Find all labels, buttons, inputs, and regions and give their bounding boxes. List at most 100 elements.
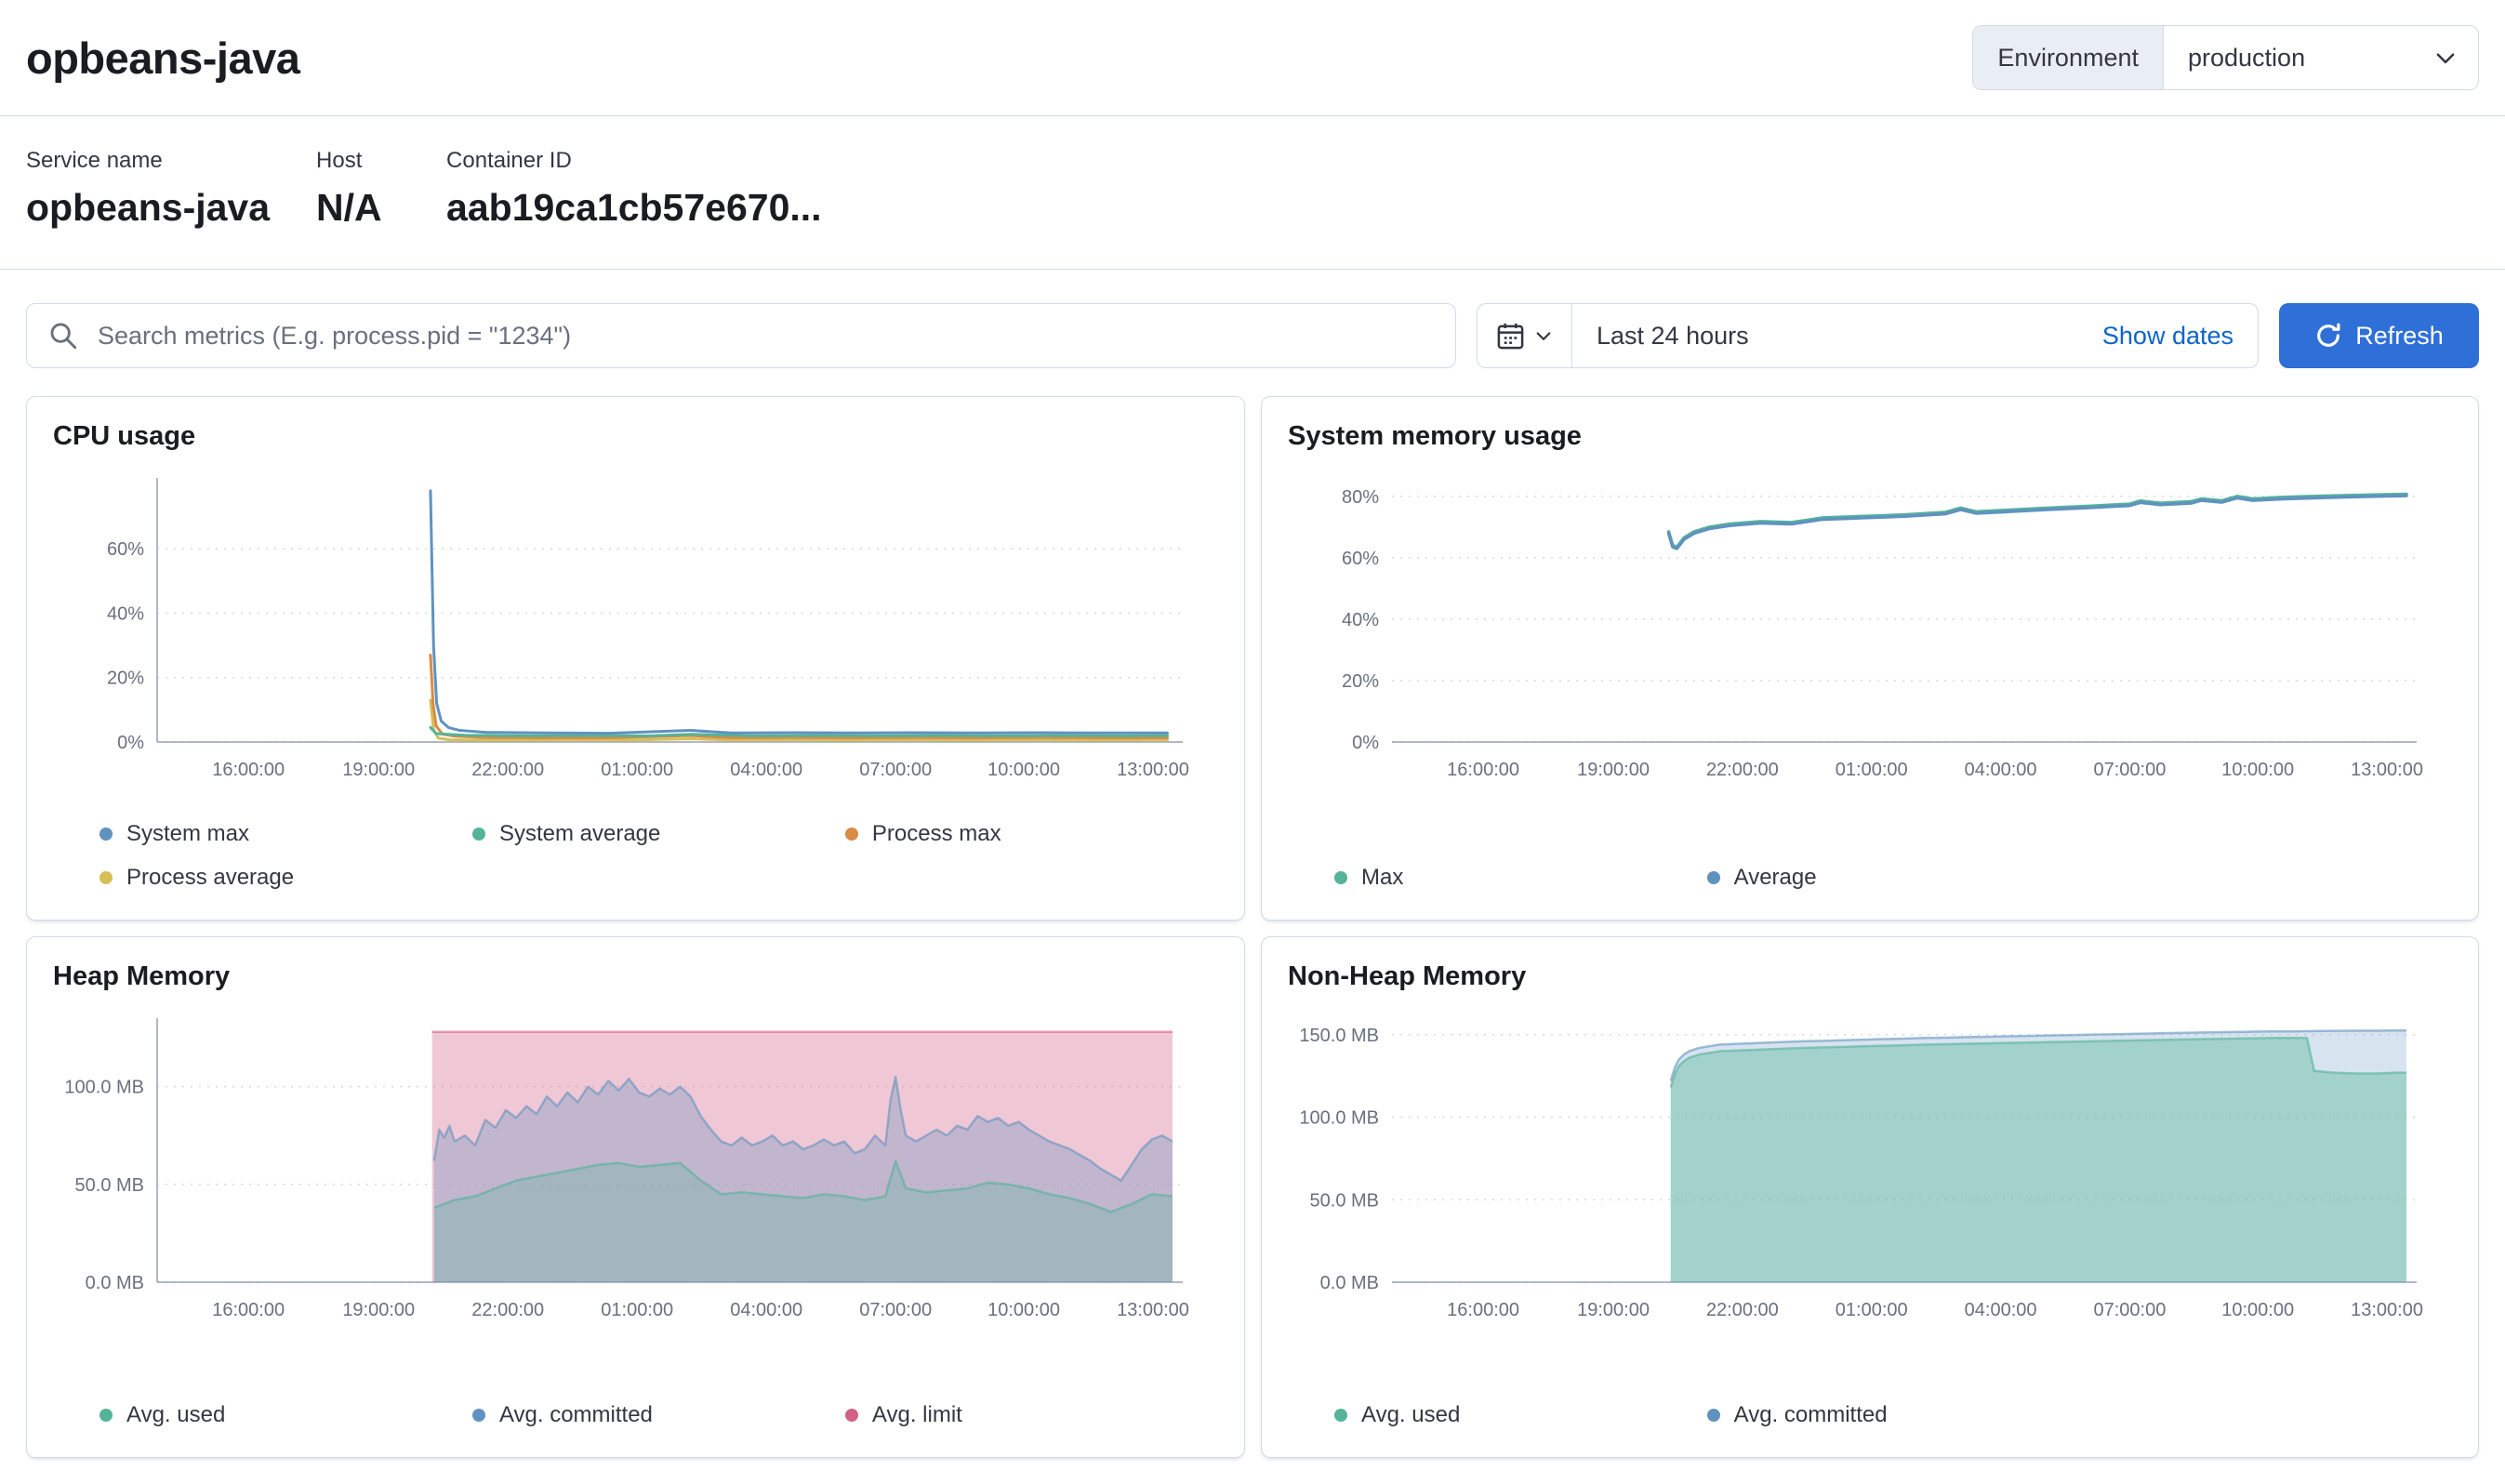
service-info-bar: Service name opbeans-java Host N/A Conta… [0,116,2505,270]
system-memory-usage-chart[interactable]: 0% 20% 40% 60% 80% 16:00:00 19:00:00 22:00:00 01… [1288,459,2452,796]
legend-item[interactable]: Avg. used [99,1393,472,1437]
svg-text:100.0 MB: 100.0 MB [64,1078,144,1098]
svg-text:60%: 60% [107,539,144,560]
date-picker: Last 24 hours Show dates [1477,303,2259,368]
svg-text:01:00:00: 01:00:00 [601,760,673,780]
chart-legend: System max System average Process max Proce… [53,812,1218,903]
svg-text:20%: 20% [1342,671,1379,692]
legend-dot-icon [1334,870,1347,884]
chart-title: Non-Heap Memory [1288,961,1527,991]
legend-item[interactable]: System max [99,812,472,855]
legend-dot-icon [99,827,113,841]
svg-text:19:00:00: 19:00:00 [342,760,415,780]
legend-label: Avg. committed [498,1401,653,1427]
svg-text:19:00:00: 19:00:00 [342,1300,415,1320]
time-range-value[interactable]: Last 24 hours [1597,321,1749,350]
svg-text:80%: 80% [1342,487,1379,508]
legend-dot-icon [844,1408,858,1422]
heap-memory-panel: Heap Memory 0.0 MB 50.0 MB 100.0 MB 16:00:0… [26,936,1245,1458]
search-box [26,303,1456,368]
cpu-usage-chart[interactable]: 0% 20% 40% 60% 16:00:00 19:00:00 22:00:00 01:00… [53,459,1218,796]
container-id-stat: Container ID aab19ca1cb57e670... [446,148,822,230]
chevron-down-icon [1534,326,1553,345]
legend-item[interactable]: System average [471,812,845,855]
calendar-icon [1496,322,1525,351]
legend-dot-icon [844,827,858,841]
svg-text:04:00:00: 04:00:00 [1965,1300,2037,1320]
legend-item[interactable]: Avg. committed [1706,1393,2080,1437]
svg-text:10:00:00: 10:00:00 [987,1300,1060,1320]
refresh-icon [2314,322,2342,350]
legend-item[interactable]: Avg. used [1334,1393,1707,1437]
svg-text:20%: 20% [107,669,144,689]
metrics-toolbar: Last 24 hours Show dates Refresh [0,270,2505,368]
legend-item[interactable]: Avg. committed [471,1393,845,1437]
legend-label: Process max [871,820,1001,846]
environment-select[interactable]: production [2164,26,2478,89]
legend-item[interactable]: Avg. limit [844,1393,1218,1437]
svg-text:40%: 40% [1342,610,1379,630]
legend-dot-icon [99,870,113,884]
host-stat: Host N/A [316,148,400,230]
svg-text:0%: 0% [117,733,144,753]
svg-text:01:00:00: 01:00:00 [1836,1300,1908,1320]
stat-value: aab19ca1cb57e670... [446,186,822,229]
svg-text:07:00:00: 07:00:00 [859,760,932,780]
page-title: opbeans-java [26,33,300,83]
environment-selected-value: production [2188,43,2306,72]
svg-text:13:00:00: 13:00:00 [1117,760,1189,780]
legend-item[interactable]: Process max [844,812,1218,855]
svg-text:0.0 MB: 0.0 MB [1320,1273,1379,1293]
legend-item[interactable]: Average [1706,855,2080,899]
quick-select-button[interactable] [1478,304,1572,367]
show-dates-link[interactable]: Show dates [2101,321,2233,350]
svg-text:13:00:00: 13:00:00 [2351,760,2423,780]
stat-value: N/A [316,186,382,229]
svg-text:19:00:00: 19:00:00 [1577,760,1650,780]
svg-text:22:00:00: 22:00:00 [471,760,544,780]
svg-text:60%: 60% [1342,549,1379,569]
legend-label: System average [498,820,661,846]
svg-text:22:00:00: 22:00:00 [1706,1300,1779,1320]
svg-text:16:00:00: 16:00:00 [212,760,285,780]
legend-label: Process average [126,864,295,890]
legend-item[interactable]: Process average [99,855,472,899]
svg-text:01:00:00: 01:00:00 [1836,760,1908,780]
charts-grid: CPU usage 0% 20% 40% 60% 16:00:00 19:00:00 22:… [26,396,2479,1458]
svg-text:0%: 0% [1352,733,1379,753]
legend-dot-icon [471,827,485,841]
legend-label: Max [1361,864,1404,890]
svg-text:16:00:00: 16:00:00 [1447,760,1519,780]
svg-text:40%: 40% [107,603,144,624]
legend-dot-icon [1706,870,1720,884]
legend-item[interactable]: Max [1334,855,1707,899]
chart-legend: Max Average [1288,855,2452,903]
chart-title: System memory usage [1288,421,1582,451]
refresh-button[interactable]: Refresh [2279,303,2479,368]
svg-text:150.0 MB: 150.0 MB [1299,1026,1379,1046]
system-memory-usage-panel: System memory usage 0% 20% 40% 60% 80% 16:00:… [1261,396,2479,921]
svg-text:07:00:00: 07:00:00 [2094,1300,2167,1320]
legend-label: Avg. used [1361,1401,1461,1427]
legend-label: Avg. committed [1733,1401,1888,1427]
refresh-button-label: Refresh [2355,321,2444,350]
svg-text:10:00:00: 10:00:00 [2221,760,2294,780]
stat-label: Service name [26,148,163,173]
svg-text:07:00:00: 07:00:00 [859,1300,932,1320]
svg-text:19:00:00: 19:00:00 [1577,1300,1650,1320]
svg-text:10:00:00: 10:00:00 [2221,1300,2294,1320]
search-metrics-input[interactable] [96,320,1435,351]
heap-memory-chart[interactable]: 0.0 MB 50.0 MB 100.0 MB 16:00:00 19:00:00 22:… [53,1000,1218,1336]
legend-dot-icon [471,1408,485,1422]
svg-text:13:00:00: 13:00:00 [1117,1300,1189,1320]
non-heap-memory-panel: Non-Heap Memory 0.0 MB 50.0 MB 100.0 MB 150… [1261,936,2479,1458]
stat-label: Container ID [446,148,572,173]
environment-label: Environment [1973,26,2164,89]
non-heap-memory-chart[interactable]: 0.0 MB 50.0 MB 100.0 MB 150.0 MB 16:00:00 19:… [1288,1000,2452,1336]
search-icon [47,320,79,351]
svg-text:04:00:00: 04:00:00 [730,760,802,780]
chart-title: CPU usage [53,421,196,451]
page-header: opbeans-java Environment production [0,0,2505,116]
svg-text:100.0 MB: 100.0 MB [1299,1108,1379,1129]
legend-dot-icon [1334,1408,1347,1422]
